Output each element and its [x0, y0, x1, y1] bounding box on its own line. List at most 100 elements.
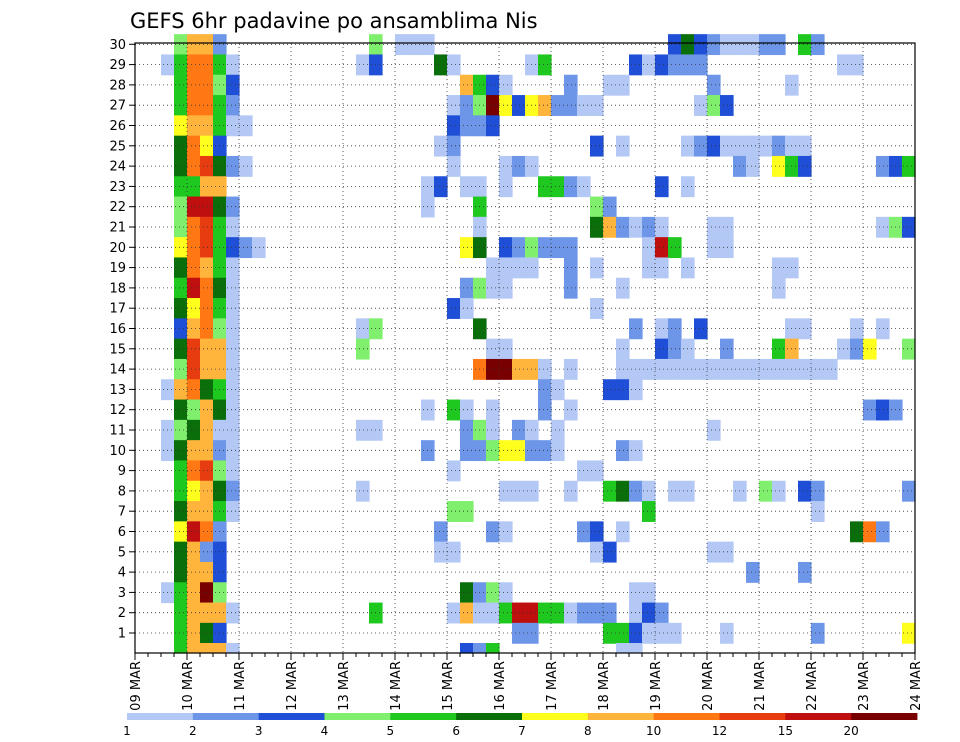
heatmap-cell [642, 582, 656, 604]
heatmap-cell [460, 399, 474, 421]
heatmap-cell [590, 216, 604, 238]
heatmap-cell [655, 338, 669, 360]
heatmap-cell [174, 338, 188, 360]
heatmap-cell [798, 318, 812, 340]
heatmap-cell [187, 460, 201, 482]
heatmap-cell [460, 298, 474, 319]
heatmap-cell [668, 480, 682, 502]
heatmap-cell [174, 95, 188, 116]
heatmap-cell [551, 176, 565, 198]
heatmap-cell [499, 74, 513, 96]
heatmap-cell [876, 521, 890, 543]
heatmap-cell [772, 277, 786, 299]
heatmap-cell [356, 480, 370, 502]
heatmap-cell [512, 602, 526, 624]
x-tick-label: 20 MAR [701, 661, 716, 711]
y-tick-label: 1 [118, 627, 126, 642]
colorbar-swatch [324, 713, 391, 720]
heatmap-cell [200, 54, 214, 76]
heatmap-cell [746, 135, 760, 157]
heatmap-cell [187, 582, 201, 604]
heatmap-cell [538, 54, 552, 76]
heatmap-cell [174, 460, 188, 482]
heatmap-cell [707, 95, 721, 116]
heatmap-cell [642, 501, 656, 522]
heatmap-cell [590, 196, 604, 218]
heatmap-cell [356, 419, 370, 441]
heatmap-cell [629, 643, 643, 654]
heatmap-cell [174, 622, 188, 644]
heatmap-cell [200, 622, 214, 644]
heatmap-cell [772, 338, 786, 360]
heatmap-cell [174, 440, 188, 462]
heatmap-cell [200, 298, 214, 319]
heatmap-cell [720, 34, 734, 56]
heatmap-cell [564, 95, 578, 116]
heatmap-cell [447, 298, 461, 319]
heatmap-cell [187, 541, 201, 563]
heatmap-cell [694, 135, 708, 157]
heatmap-cell [226, 318, 240, 340]
heatmap-cell [811, 34, 825, 56]
heatmap-cell [616, 521, 630, 543]
heatmap-cell [460, 602, 474, 624]
heatmap-cell [187, 480, 201, 502]
heatmap-cell [174, 643, 188, 654]
heatmap-cell [759, 135, 773, 157]
heatmap-cell [798, 480, 812, 502]
y-tick-label: 23 [109, 180, 126, 195]
heatmap-cells [161, 34, 916, 654]
colorbar-label: 5 [387, 724, 395, 738]
heatmap-cell [902, 480, 916, 502]
y-tick-label: 10 [109, 444, 126, 459]
heatmap-cell [720, 622, 734, 644]
heatmap-cell [499, 582, 513, 604]
heatmap-cell [226, 155, 240, 177]
colorbar-swatch [456, 713, 523, 720]
heatmap-cell [694, 358, 708, 380]
heatmap-cell [187, 358, 201, 380]
x-tick-label: 10 MAR [181, 661, 196, 711]
chart-title: GEFS 6hr padavine po ansamblima Nis [130, 9, 538, 33]
heatmap-cell [499, 521, 513, 543]
heatmap-cell [447, 501, 461, 522]
heatmap-cell [239, 115, 253, 137]
heatmap-cell [187, 216, 201, 238]
heatmap-cell [512, 358, 526, 380]
y-tick-label: 6 [118, 525, 126, 540]
heatmap-cell [434, 54, 448, 76]
heatmap-cell [746, 155, 760, 177]
heatmap-cell [499, 338, 513, 360]
y-tick-label: 26 [109, 119, 126, 134]
heatmap-cell [902, 155, 916, 177]
heatmap-cell [538, 176, 552, 198]
heatmap-cell [174, 358, 188, 380]
heatmap-cell [434, 521, 448, 543]
heatmap-cell [187, 115, 201, 137]
heatmap-cell [473, 643, 487, 654]
heatmap-cell [447, 399, 461, 421]
heatmap-cell [200, 155, 214, 177]
heatmap-cell [226, 95, 240, 116]
heatmap-cell [616, 338, 630, 360]
heatmap-cell [486, 440, 500, 462]
y-tick-label: 18 [109, 281, 126, 296]
heatmap-cell [174, 155, 188, 177]
heatmap-cell [187, 622, 201, 644]
heatmap-cell [187, 501, 201, 522]
heatmap-cell [499, 277, 513, 299]
heatmap-cell [603, 541, 617, 563]
heatmap-cell [447, 54, 461, 76]
heatmap-cell [486, 74, 500, 96]
heatmap-cell [460, 582, 474, 604]
heatmap-cell [226, 460, 240, 482]
heatmap-cell [720, 338, 734, 360]
heatmap-cell [486, 257, 500, 279]
heatmap-cell [174, 399, 188, 421]
heatmap-cell [902, 622, 916, 644]
x-tick-label: 12 MAR [285, 661, 300, 711]
heatmap-cell [655, 54, 669, 76]
y-tick-label: 11 [109, 424, 126, 439]
heatmap-cell [434, 135, 448, 157]
